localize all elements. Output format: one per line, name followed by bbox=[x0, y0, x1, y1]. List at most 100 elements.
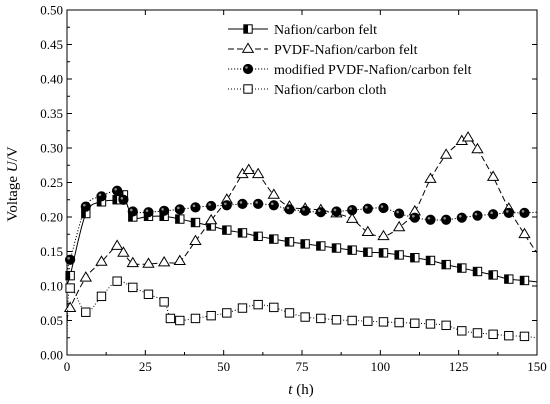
data-point bbox=[222, 308, 232, 318]
y-axis-title-italic: U bbox=[5, 160, 21, 172]
data-point bbox=[457, 263, 467, 273]
y-tick-label: 0.35 bbox=[40, 106, 63, 121]
y-tick-label: 0.25 bbox=[40, 175, 63, 190]
data-point bbox=[410, 318, 420, 328]
data-point bbox=[237, 198, 248, 209]
data-point bbox=[347, 245, 357, 255]
y-tick-label: 0.50 bbox=[40, 3, 63, 18]
legend: Nafion/carbon felt PVDF-Nafion/carbon fel… bbox=[228, 23, 472, 98]
data-point bbox=[394, 250, 404, 260]
y-tick-label: 0.40 bbox=[40, 72, 63, 87]
x-tick-label: 75 bbox=[296, 359, 309, 374]
data-point bbox=[222, 225, 232, 235]
data-point bbox=[486, 170, 500, 181]
data-point bbox=[110, 239, 124, 250]
data-point bbox=[143, 207, 154, 218]
data-point bbox=[488, 329, 498, 340]
x-axis-title-italic: t bbox=[288, 382, 293, 398]
data-point bbox=[81, 307, 91, 317]
data-point bbox=[159, 297, 169, 307]
data-point bbox=[80, 201, 91, 212]
data-point bbox=[174, 204, 185, 215]
data-point bbox=[284, 237, 295, 247]
x-tick-label: 50 bbox=[217, 359, 230, 374]
y-tick-label: 0.00 bbox=[40, 348, 63, 363]
data-point bbox=[504, 274, 514, 284]
data-point bbox=[441, 259, 451, 270]
data-point bbox=[300, 205, 311, 216]
series-group bbox=[63, 131, 538, 342]
y-axis-title-suffix: /V bbox=[5, 146, 21, 161]
series-3 bbox=[65, 185, 538, 269]
data-point bbox=[331, 315, 342, 325]
data-point bbox=[363, 316, 373, 326]
data-point bbox=[284, 308, 295, 318]
x-axis-title-unit: (h) bbox=[292, 382, 313, 398]
series-1 bbox=[65, 190, 538, 286]
data-point bbox=[488, 270, 498, 280]
data-point bbox=[378, 317, 389, 327]
data-point bbox=[519, 207, 530, 218]
data-point bbox=[284, 204, 295, 215]
data-point bbox=[300, 239, 310, 249]
legend-marker bbox=[243, 84, 253, 94]
data-point bbox=[331, 243, 342, 253]
data-point bbox=[237, 303, 248, 313]
legend-label: modified PVDF-Nafion/carbon felt bbox=[274, 63, 472, 78]
data-point bbox=[127, 206, 138, 217]
data-point bbox=[118, 194, 129, 205]
data-point bbox=[112, 276, 122, 286]
data-point bbox=[142, 257, 155, 268]
data-point bbox=[441, 214, 452, 225]
legend-label: Nafion/carbon cloth bbox=[274, 83, 386, 98]
data-point bbox=[519, 331, 530, 342]
legend-entry: PVDF-Nafion/carbon felt bbox=[228, 42, 418, 58]
x-axis-title: t (h) bbox=[288, 382, 313, 398]
data-point bbox=[472, 210, 483, 221]
data-point bbox=[461, 131, 475, 142]
data-point bbox=[237, 228, 248, 238]
data-point bbox=[425, 214, 436, 225]
data-point bbox=[488, 209, 499, 220]
data-point bbox=[268, 200, 279, 211]
data-point bbox=[345, 212, 359, 223]
data-point bbox=[472, 328, 483, 338]
legend-marker bbox=[243, 24, 253, 34]
plot-area bbox=[66, 9, 538, 356]
data-point bbox=[363, 247, 373, 257]
data-point bbox=[117, 246, 130, 257]
data-point bbox=[126, 256, 139, 268]
data-point bbox=[242, 163, 255, 174]
data-point bbox=[128, 282, 138, 293]
data-point bbox=[410, 253, 420, 263]
data-point bbox=[206, 200, 217, 212]
legend-entry: Nafion/carbon felt bbox=[228, 23, 377, 38]
y-tick-label: 0.15 bbox=[40, 244, 63, 259]
data-point bbox=[457, 326, 467, 336]
legend-marker bbox=[242, 63, 254, 75]
legend-entry: Nafion/carbon cloth bbox=[228, 83, 386, 98]
data-point bbox=[316, 313, 326, 324]
data-point bbox=[143, 289, 154, 299]
series-line bbox=[66, 190, 538, 269]
y-tick-label: 0.45 bbox=[40, 37, 63, 52]
data-point bbox=[165, 313, 176, 324]
data-point bbox=[392, 220, 406, 232]
data-point bbox=[424, 172, 437, 183]
data-point bbox=[190, 217, 201, 228]
data-point bbox=[221, 200, 232, 211]
series-4 bbox=[65, 276, 538, 342]
data-point bbox=[394, 208, 405, 219]
data-point bbox=[175, 315, 185, 326]
data-point bbox=[347, 315, 357, 326]
data-point bbox=[519, 275, 530, 286]
data-point bbox=[267, 188, 280, 199]
data-point bbox=[441, 320, 451, 331]
data-point bbox=[315, 207, 326, 218]
data-point bbox=[253, 299, 263, 310]
y-axis-title: Voltage U/V bbox=[5, 146, 21, 221]
plot-border bbox=[66, 9, 538, 356]
data-point bbox=[63, 301, 77, 312]
x-tick-label: 100 bbox=[371, 359, 391, 374]
